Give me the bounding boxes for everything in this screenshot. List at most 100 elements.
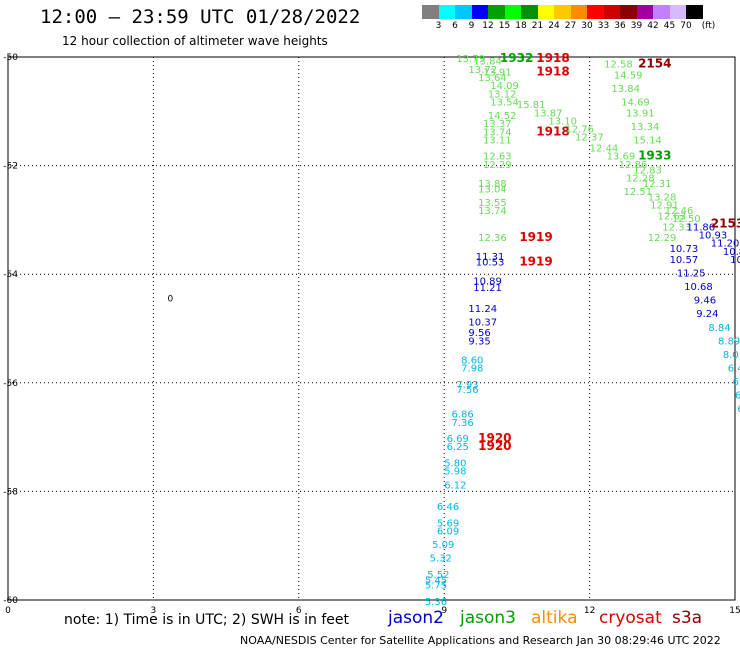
wave-height-value: 13.12 xyxy=(488,89,517,100)
wave-height-value: 5.52 xyxy=(427,570,449,581)
wave-height-value: 10.53 xyxy=(476,258,505,269)
wave-height-value: 12.63 xyxy=(657,211,686,222)
wave-height-value: 7.98 xyxy=(461,364,483,375)
color-swatch xyxy=(653,5,670,19)
color-scale-label: 45 xyxy=(663,21,676,31)
wave-height-value: 6.12 xyxy=(444,480,466,491)
lat-tick-label: -58 xyxy=(3,487,18,497)
lat-tick-label: -60 xyxy=(3,596,18,606)
wave-height-value: 12.58 xyxy=(604,59,633,70)
wave-height-value: 10.57 xyxy=(670,255,699,266)
wave-height-value: 15.81 xyxy=(517,100,546,111)
color-scale-label: 30 xyxy=(581,21,593,31)
legend-jason3: jason3 xyxy=(460,608,516,628)
wave-height-value: 14.09 xyxy=(490,81,519,92)
pass-time-label: 1919 xyxy=(519,230,552,244)
wave-height-value: 8.01 xyxy=(723,350,740,361)
wave-height-value: 12.86 xyxy=(619,160,648,171)
wave-height-value: 13.84 xyxy=(473,57,502,68)
wave-height-value: 13.69 xyxy=(607,152,636,163)
color-scale-label: 70 xyxy=(680,21,692,31)
wave-height-value: 13.88 xyxy=(478,179,507,190)
color-swatch xyxy=(422,5,439,19)
color-scale-bar xyxy=(422,5,703,19)
color-scale-label: 33 xyxy=(597,21,610,31)
color-scale-label: 27 xyxy=(564,21,577,31)
pass-time-label: 1918 xyxy=(536,65,569,79)
color-swatch xyxy=(570,5,587,19)
wave-height-value: 6.09 xyxy=(437,526,459,537)
wave-height-value: 10.89 xyxy=(473,277,502,288)
wave-height-value: 13.91 xyxy=(626,108,655,119)
wave-height-value: 14.69 xyxy=(621,97,650,108)
wave-height-value: 5.69 xyxy=(437,518,459,529)
lon-tick-label: 6 xyxy=(296,606,302,616)
wave-height-value: 5.09 xyxy=(432,540,454,551)
wave-height-value: 13.87 xyxy=(534,108,563,119)
wave-height-value: 8.60 xyxy=(461,355,483,366)
wave-height-value: 12.50 xyxy=(672,214,701,225)
wave-height-value: 13.72 xyxy=(468,65,497,76)
wave-height-value: 13.34 xyxy=(631,122,660,133)
color-scale-label: 42 xyxy=(647,21,659,31)
wave-height-value: 7.56 xyxy=(456,385,478,396)
color-swatch xyxy=(537,5,554,19)
color-scale-label: 12 xyxy=(482,21,494,31)
wave-height-value: 12.29 xyxy=(648,233,677,244)
color-scale-unit: (ft) xyxy=(701,21,716,31)
wave-height-value: 10.73 xyxy=(670,244,699,255)
lon-tick-label: 12 xyxy=(584,606,595,616)
wave-height-value: 13.91 xyxy=(483,68,512,79)
lon-tick-label: 0 xyxy=(5,606,11,616)
wave-height-value: 13.64 xyxy=(478,73,507,84)
color-scale-label: 9 xyxy=(468,21,475,31)
color-swatch xyxy=(471,5,488,19)
legend-altika: altika xyxy=(531,608,578,628)
lon-tick-label: 9 xyxy=(441,606,447,616)
wave-height-value: 5.32 xyxy=(430,554,452,565)
wave-height-value: 12.29 xyxy=(483,160,512,171)
wave-height-value: 5.98 xyxy=(444,467,466,478)
color-scale-label: 24 xyxy=(548,21,560,31)
color-swatch xyxy=(488,5,505,19)
wave-height-value: 9.35 xyxy=(468,336,490,347)
pass-time-label: 1919 xyxy=(519,255,552,269)
pass-time-label: 2154 xyxy=(638,56,671,70)
wave-height-value: 11.20 xyxy=(711,239,740,250)
wave-height-value: 5.80 xyxy=(444,459,466,470)
wave-height-value: 12.33 xyxy=(662,222,691,233)
color-swatch xyxy=(438,5,455,19)
lat-tick-label: -56 xyxy=(3,379,18,389)
wave-height-value: 10.37 xyxy=(468,317,497,328)
color-scale-label: 15 xyxy=(498,21,511,31)
wave-height-value: 13.84 xyxy=(611,84,640,95)
color-swatch xyxy=(686,5,703,19)
color-scale-label: 36 xyxy=(614,21,626,31)
wave-height-value: 10.93 xyxy=(699,230,728,241)
wave-height-value: 9.24 xyxy=(696,309,718,320)
wave-height-value: 6.80 xyxy=(733,377,740,388)
lon-tick-label: 15 xyxy=(729,606,740,616)
color-scale-label: 18 xyxy=(515,21,527,31)
color-swatch xyxy=(603,5,620,19)
wave-height-value: 6.86 xyxy=(451,410,473,421)
wave-height-value: 15.14 xyxy=(633,135,662,146)
wave-height-value: 11.31 xyxy=(476,252,505,263)
color-scale-labels: 3 6 9 12 15 18 21 24 27 30 33 36 39 42 45 70 (ft) xyxy=(422,21,740,33)
color-swatch xyxy=(554,5,571,19)
legend-cryosat: cryosat xyxy=(599,608,662,628)
wave-height-value: 13.28 xyxy=(648,192,677,203)
wave-height-value: 9.46 xyxy=(694,296,716,307)
legend-jason2: jason2 xyxy=(388,608,444,628)
wave-height-value: 10.68 xyxy=(684,282,713,293)
pass-time-label: 1918 xyxy=(536,124,569,138)
page-title: 12:00 – 23:59 UTC 01/28/2022 xyxy=(40,6,361,28)
color-scale-label: 39 xyxy=(630,21,643,31)
wave-height-value: 12.63 xyxy=(483,152,512,163)
wave-height-value: 12.44 xyxy=(590,144,619,155)
wave-height-value: 6 xyxy=(737,404,740,415)
wave-height-value: 5.45 xyxy=(425,575,447,586)
wave-height-value: 13.54 xyxy=(490,97,519,108)
wave-height-value: 12.83 xyxy=(633,165,662,176)
